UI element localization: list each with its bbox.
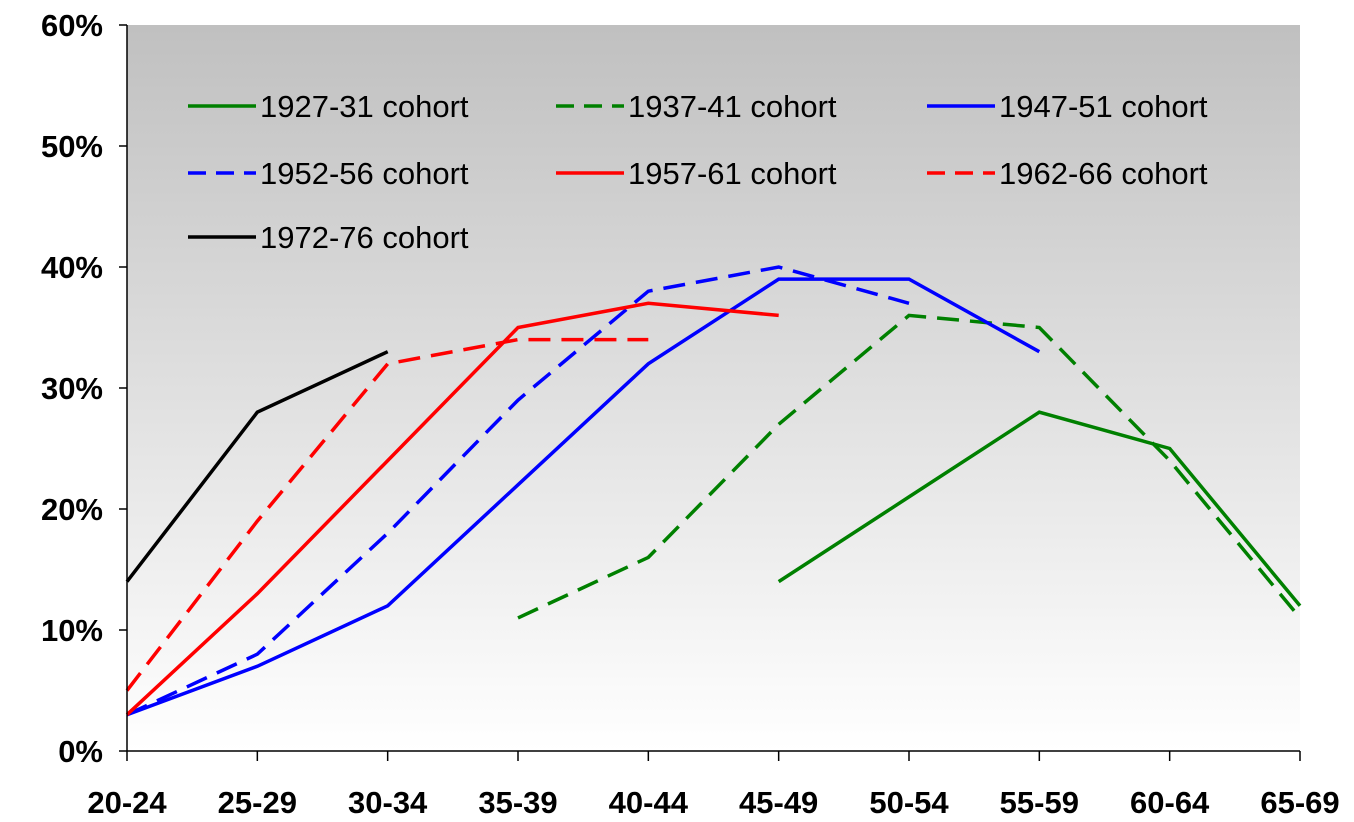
- legend: 1927-31 cohort 1937-41 cohort 1947-51 coho…: [188, 89, 1208, 255]
- y-tick-label: 50%: [41, 129, 103, 164]
- series-layer: [125, 265, 1302, 717]
- series-line-2: [517, 313, 1302, 620]
- x-tick-label: 40-44: [609, 785, 689, 820]
- x-tick-label: 50-54: [869, 785, 949, 820]
- x-tick-label: 45-49: [739, 785, 818, 820]
- x-tick-label: 35-39: [478, 785, 557, 820]
- series-line-5: [125, 301, 779, 716]
- x-tick-label: 30-34: [348, 785, 428, 820]
- x-tick-label: 20-24: [87, 785, 167, 820]
- legend-label-7: 1972-76 cohort: [260, 220, 469, 255]
- x-tick-label: 25-29: [218, 785, 297, 820]
- x-tick-label: 55-59: [1000, 785, 1079, 820]
- axis-layer: 0% 10% 20% 30% 40% 50% 60% 20-24 25-29 30-34 35-39…: [41, 8, 1340, 820]
- series-line-7: [125, 350, 389, 583]
- y-tick-label: 40%: [41, 250, 103, 285]
- y-tick-label: 60%: [41, 8, 103, 43]
- y-tick-label: 10%: [41, 613, 103, 648]
- legend-label-5: 1957-61 cohort: [628, 156, 837, 191]
- y-tick-label: 0%: [58, 734, 103, 769]
- y-tick-label: 30%: [41, 371, 103, 406]
- legend-label-2: 1937-41 cohort: [628, 89, 837, 124]
- legend-label-1: 1927-31 cohort: [260, 89, 469, 124]
- legend-label-4: 1952-56 cohort: [260, 156, 469, 191]
- legend-label-3: 1947-51 cohort: [999, 89, 1208, 124]
- x-tick-label: 65-69: [1260, 785, 1339, 820]
- plot-area-background: [127, 25, 1300, 751]
- series-line-1: [777, 410, 1302, 607]
- series-line-4: [126, 265, 910, 717]
- series-line-3: [126, 277, 1041, 717]
- y-tick-label: 20%: [41, 492, 103, 527]
- series-line-6: [125, 337, 649, 692]
- x-tick-label: 60-64: [1130, 785, 1210, 820]
- legend-label-6: 1962-66 cohort: [999, 156, 1208, 191]
